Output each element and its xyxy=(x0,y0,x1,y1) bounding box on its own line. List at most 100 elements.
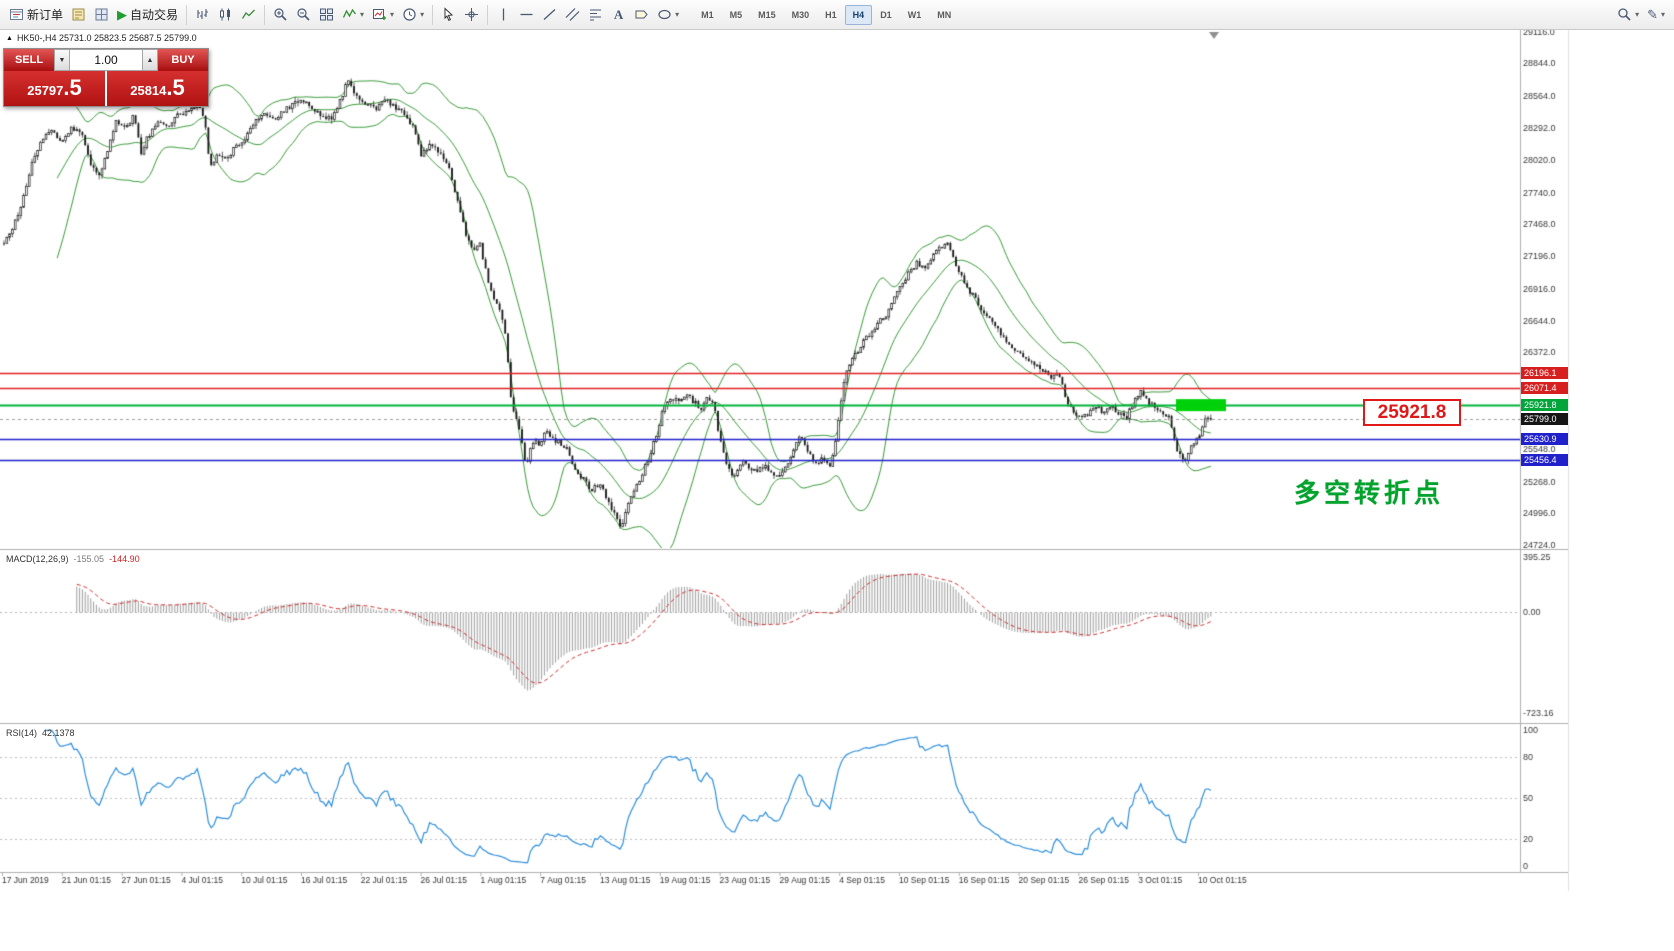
indicators-icon xyxy=(342,7,357,22)
price-chart-canvas[interactable] xyxy=(0,30,1674,951)
vertical-line-icon xyxy=(496,7,511,22)
fibonacci-icon xyxy=(588,7,603,22)
crosshair-icon xyxy=(464,7,479,22)
timeframe-m5[interactable]: M5 xyxy=(729,9,743,20)
bar-chart-icon xyxy=(195,7,210,22)
turning-point-annotation[interactable]: 多空转折点 xyxy=(1294,478,1445,508)
label-icon xyxy=(634,7,649,22)
trendline-tool-button[interactable] xyxy=(538,3,561,27)
line-chart-icon xyxy=(241,7,256,22)
volume-input[interactable]: 1.00 xyxy=(70,49,142,71)
caret-down-icon: ▾ xyxy=(675,10,680,19)
symbol-marker-icon: ▲ xyxy=(6,34,13,42)
caret-down-icon: ▾ xyxy=(1635,10,1640,19)
rsi-name: RSI(14) xyxy=(6,728,38,738)
new-chart-button[interactable]: ▾ xyxy=(368,3,398,27)
shapes-tool-button[interactable]: ▾ xyxy=(653,3,683,27)
buy-button[interactable]: BUY xyxy=(158,49,208,71)
new-chart-icon xyxy=(372,7,387,22)
zoom-in-button[interactable] xyxy=(269,3,292,27)
text-tool-button[interactable]: A xyxy=(607,3,630,27)
autotrade-button[interactable]: ▶ 自动交易 xyxy=(113,3,182,27)
chart-window: ▲ HK50-,H4 25731.0 25823.5 25687.5 25799… xyxy=(0,30,1674,951)
candlestick-chart-button[interactable] xyxy=(214,3,237,27)
timeframe-m30[interactable]: M30 xyxy=(791,9,810,20)
caret-down-icon: ▾ xyxy=(390,10,395,19)
pencil-icon: ✎ xyxy=(1647,7,1658,22)
price-tag-26196.1: 26196.1 xyxy=(1521,367,1568,380)
sell-price-int: 25797 xyxy=(27,83,64,98)
caret-down-icon: ▾ xyxy=(1660,10,1665,19)
search-button[interactable]: ▾ xyxy=(1613,3,1643,27)
data-window-icon xyxy=(94,7,109,22)
buy-price-frac: .5 xyxy=(166,75,185,100)
rsi-value: 42.1378 xyxy=(42,728,75,738)
new-order-label: 新订单 xyxy=(27,8,64,22)
new-order-button[interactable]: 新订单 xyxy=(5,3,67,27)
tile-windows-icon xyxy=(319,7,334,22)
trendline-icon xyxy=(542,7,557,22)
bar-chart-button[interactable] xyxy=(191,3,214,27)
macd-indicator-label: MACD(12,26,9) -155.05 -144.90 xyxy=(6,554,140,564)
sell-button[interactable]: SELL xyxy=(4,49,54,71)
timeframe-mn[interactable]: MN xyxy=(937,9,952,20)
crosshair-button[interactable] xyxy=(460,3,483,27)
zoom-in-icon xyxy=(273,7,288,22)
timeframe-m1[interactable]: M1 xyxy=(701,9,714,20)
tile-windows-button[interactable] xyxy=(315,3,338,27)
one-click-trading-panel: SELL ▼ 1.00 ▲ BUY 25797 .5 25814 .5 xyxy=(3,48,209,107)
volume-increase-button[interactable]: ▲ xyxy=(142,49,158,71)
data-window-button[interactable] xyxy=(90,3,113,27)
horizontal-line-icon xyxy=(519,7,534,22)
volume-decrease-button[interactable]: ▼ xyxy=(54,49,70,71)
text-tool-icon: A xyxy=(613,7,624,22)
market-watch-button[interactable] xyxy=(67,3,90,27)
vertical-line-tool-button[interactable] xyxy=(492,3,515,27)
price-annotation[interactable]: 25921.8 xyxy=(1363,399,1461,426)
timeframe-m15[interactable]: M15 xyxy=(758,9,776,20)
fibonacci-tool-button[interactable] xyxy=(584,3,607,27)
macd-main-value: -155.05 xyxy=(73,554,105,564)
candlestick-chart-icon xyxy=(218,7,233,22)
autotrade-label: 自动交易 xyxy=(130,8,179,22)
profiles-button[interactable]: ▾ xyxy=(398,3,428,27)
time-scale[interactable] xyxy=(0,873,1520,891)
timeframe-w1[interactable]: W1 xyxy=(907,9,922,20)
toolbar-separator xyxy=(264,4,266,25)
search-icon xyxy=(1617,7,1632,22)
cursor-button[interactable] xyxy=(437,3,460,27)
toolbar-separator xyxy=(186,4,188,25)
toolbar-separator xyxy=(487,4,489,25)
timeframe-toolbar: M1 M5 M15 M30 H1 H4 D1 W1 MN xyxy=(693,4,959,25)
market-watch-icon xyxy=(71,7,86,22)
channel-tool-button[interactable] xyxy=(561,3,584,27)
rsi-indicator-label: RSI(14) 42.1378 xyxy=(6,728,75,738)
sell-price-box[interactable]: 25797 .5 xyxy=(4,71,105,106)
line-chart-button[interactable] xyxy=(237,3,260,27)
zoom-out-icon xyxy=(296,7,311,22)
zoom-out-button[interactable] xyxy=(292,3,315,27)
macd-name: MACD(12,26,9) xyxy=(6,554,69,564)
timeframe-h4[interactable]: H4 xyxy=(844,4,873,25)
toolbar-separator xyxy=(432,4,434,25)
indicators-button[interactable]: ▾ xyxy=(338,3,368,27)
timeframe-d1[interactable]: D1 xyxy=(880,9,892,20)
macd-signal-value: -144.90 xyxy=(109,554,140,564)
price-tag-25630.9: 25630.9 xyxy=(1521,433,1568,446)
label-tool-button[interactable] xyxy=(630,3,653,27)
price-tag-26071.4: 26071.4 xyxy=(1521,381,1568,394)
buy-price-box[interactable]: 25814 .5 xyxy=(107,71,208,106)
channel-icon xyxy=(565,7,580,22)
price-tag-25799.0: 25799.0 xyxy=(1521,413,1568,426)
autotrade-play-icon: ▶ xyxy=(117,7,128,22)
edit-button[interactable]: ✎ ▾ xyxy=(1643,3,1669,27)
buy-price-int: 25814 xyxy=(130,83,167,98)
caret-down-icon: ▾ xyxy=(360,10,365,19)
main-toolbar: 新订单 ▶ 自动交易 ▾ ▾ ▾ A ▾ M1 M5 M15 M30 H1 H4… xyxy=(0,0,1674,30)
sell-price-frac: .5 xyxy=(63,75,82,100)
horizontal-line-tool-button[interactable] xyxy=(515,3,538,27)
caret-down-icon: ▾ xyxy=(420,10,425,19)
timeframe-h1[interactable]: H1 xyxy=(825,9,837,20)
chart-symbol-ohlc: ▲ HK50-,H4 25731.0 25823.5 25687.5 25799… xyxy=(6,33,197,43)
clock-icon xyxy=(402,7,417,22)
